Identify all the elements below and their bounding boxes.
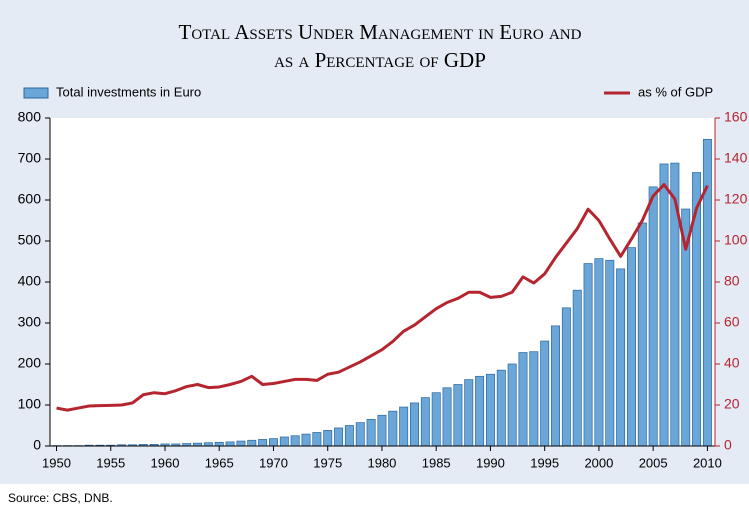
y-tick-label: 700 — [18, 150, 42, 166]
bar — [442, 387, 452, 447]
legend-label: Total investments in Euro — [56, 84, 201, 99]
bar — [702, 138, 712, 447]
y-tick-label: 0 — [33, 437, 41, 453]
bar — [518, 352, 528, 447]
bar — [344, 425, 354, 447]
bar — [279, 436, 289, 447]
y2-tick-label: 20 — [724, 396, 740, 412]
bar — [626, 247, 636, 447]
chart-title: Total Assets Under Management in Euro an… — [179, 20, 582, 44]
x-tick-label: 1990 — [476, 455, 505, 470]
x-tick-label: 1950 — [42, 455, 71, 470]
legend-label: as % of GDP — [638, 84, 713, 99]
bar — [453, 384, 463, 447]
bar — [485, 373, 495, 447]
bar — [301, 433, 311, 447]
x-tick-label: 1985 — [422, 455, 451, 470]
bar — [648, 186, 658, 447]
bar — [475, 375, 485, 447]
bar — [616, 268, 626, 447]
bar — [410, 402, 419, 447]
bar — [388, 410, 398, 447]
x-tick-label: 1960 — [151, 455, 180, 470]
bar — [236, 440, 246, 447]
bar — [496, 369, 506, 447]
bar — [605, 259, 615, 447]
y2-tick-label: 40 — [724, 355, 740, 371]
legend-swatch — [23, 87, 49, 99]
bar — [431, 392, 441, 447]
bar — [583, 263, 593, 447]
bar — [561, 307, 571, 447]
y-tick-label: 500 — [18, 232, 42, 248]
y-tick-label: 400 — [18, 273, 42, 289]
y-tick-label: 600 — [18, 191, 42, 207]
bar — [258, 439, 268, 447]
bar — [366, 419, 376, 447]
bar — [247, 439, 257, 447]
y2-tick-label: 100 — [724, 232, 748, 248]
x-tick-label: 1965 — [205, 455, 234, 470]
bar — [290, 435, 300, 447]
x-tick-label: 1995 — [530, 455, 559, 470]
y-tick-label: 800 — [18, 109, 42, 125]
source-strip — [0, 484, 749, 510]
y-tick-label: 300 — [18, 314, 42, 330]
bar — [225, 441, 235, 447]
x-tick-label: 1970 — [259, 455, 288, 470]
bar — [464, 379, 474, 447]
bar — [594, 258, 604, 447]
bar — [269, 438, 278, 447]
bar — [507, 363, 517, 447]
x-tick-label: 1980 — [367, 455, 396, 470]
bar — [334, 427, 344, 447]
bar — [312, 432, 322, 447]
bar — [377, 414, 387, 447]
bar — [214, 441, 224, 447]
line — [56, 183, 709, 412]
bar — [659, 163, 669, 447]
bar — [355, 422, 365, 447]
x-tick-label: 1975 — [313, 455, 342, 470]
y2-tick-label: 0 — [724, 437, 732, 453]
bar — [540, 340, 550, 447]
y2-tick-label: 60 — [724, 314, 740, 330]
bar — [637, 222, 647, 447]
y-tick-label: 100 — [18, 396, 42, 412]
x-tick-label: 2000 — [584, 455, 613, 470]
bar — [572, 289, 582, 447]
bar — [420, 397, 430, 447]
bar — [323, 430, 333, 447]
chart-title: as a Percentage of GDP — [274, 48, 486, 72]
x-tick-label: 2010 — [693, 455, 722, 470]
bar — [399, 406, 409, 447]
plot-area — [50, 118, 715, 446]
bar — [551, 325, 561, 447]
y2-tick-label: 160 — [724, 109, 748, 125]
y2-tick-label: 140 — [724, 150, 748, 166]
source: Source: CBS, DNB. — [8, 491, 113, 505]
y-tick-label: 200 — [18, 355, 42, 371]
y2-tick-label: 80 — [724, 273, 740, 289]
x-tick-label: 1955 — [96, 455, 125, 470]
bar — [529, 351, 539, 447]
x-tick-label: 2005 — [639, 455, 668, 470]
y2-tick-label: 120 — [724, 191, 748, 207]
